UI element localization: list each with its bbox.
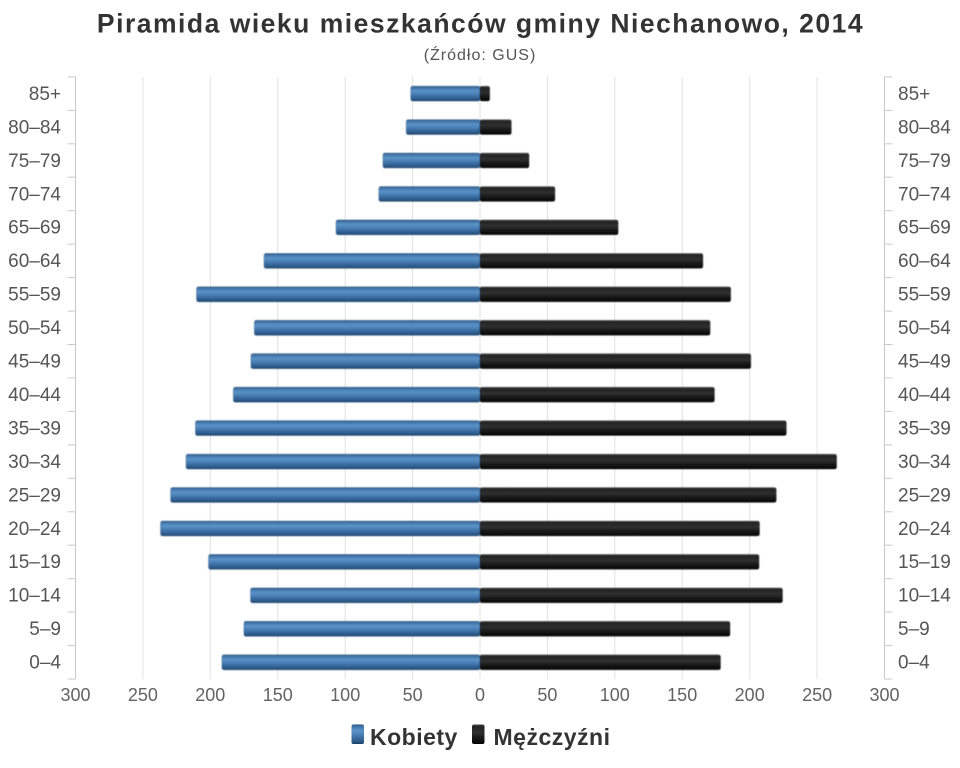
svg-text:Mężczyźni: Mężczyźni <box>494 724 611 750</box>
svg-text:65–69: 65–69 <box>8 218 61 239</box>
svg-text:60–64: 60–64 <box>898 251 951 272</box>
svg-text:45–49: 45–49 <box>8 352 61 373</box>
svg-text:75–79: 75–79 <box>8 151 61 172</box>
svg-text:150: 150 <box>667 685 697 705</box>
svg-text:85+: 85+ <box>29 84 61 105</box>
svg-text:30–34: 30–34 <box>898 452 951 473</box>
svg-text:Piramida wieku mieszkańców gmi: Piramida wieku mieszkańców gminy Niechan… <box>97 8 864 38</box>
svg-text:60–64: 60–64 <box>8 251 61 272</box>
svg-text:200: 200 <box>735 685 765 705</box>
svg-text:300: 300 <box>60 685 90 705</box>
svg-text:50: 50 <box>403 685 423 705</box>
svg-text:30–34: 30–34 <box>8 452 61 473</box>
svg-text:40–44: 40–44 <box>898 385 951 406</box>
svg-text:5–9: 5–9 <box>898 619 930 640</box>
svg-text:50: 50 <box>537 685 557 705</box>
svg-text:0: 0 <box>475 685 485 705</box>
svg-text:(Źródło: GUS): (Źródło: GUS) <box>424 45 537 64</box>
svg-text:200: 200 <box>195 685 225 705</box>
svg-text:0–4: 0–4 <box>29 653 61 674</box>
svg-text:35–39: 35–39 <box>8 418 61 439</box>
svg-text:10–14: 10–14 <box>898 586 951 607</box>
svg-text:40–44: 40–44 <box>8 385 61 406</box>
svg-text:15–19: 15–19 <box>898 552 951 573</box>
svg-text:100: 100 <box>330 685 360 705</box>
svg-text:250: 250 <box>128 685 158 705</box>
svg-text:75–79: 75–79 <box>898 151 951 172</box>
svg-text:85+: 85+ <box>898 84 930 105</box>
svg-text:65–69: 65–69 <box>898 218 951 239</box>
svg-text:300: 300 <box>869 685 899 705</box>
svg-text:80–84: 80–84 <box>898 117 951 138</box>
svg-text:25–29: 25–29 <box>8 485 61 506</box>
svg-text:20–24: 20–24 <box>8 519 61 540</box>
svg-text:Kobiety: Kobiety <box>370 724 458 750</box>
svg-text:50–54: 50–54 <box>8 318 61 339</box>
svg-text:35–39: 35–39 <box>898 418 951 439</box>
svg-text:45–49: 45–49 <box>898 352 951 373</box>
svg-text:250: 250 <box>802 685 832 705</box>
svg-text:50–54: 50–54 <box>898 318 951 339</box>
svg-text:10–14: 10–14 <box>8 586 61 607</box>
svg-text:70–74: 70–74 <box>898 184 951 205</box>
svg-text:80–84: 80–84 <box>8 117 61 138</box>
svg-text:0–4: 0–4 <box>898 653 930 674</box>
svg-text:150: 150 <box>263 685 293 705</box>
svg-text:5–9: 5–9 <box>29 619 61 640</box>
svg-text:70–74: 70–74 <box>8 184 61 205</box>
svg-text:20–24: 20–24 <box>898 519 951 540</box>
svg-text:100: 100 <box>600 685 630 705</box>
svg-text:15–19: 15–19 <box>8 552 61 573</box>
svg-text:25–29: 25–29 <box>898 485 951 506</box>
svg-text:55–59: 55–59 <box>898 285 951 306</box>
svg-text:55–59: 55–59 <box>8 285 61 306</box>
